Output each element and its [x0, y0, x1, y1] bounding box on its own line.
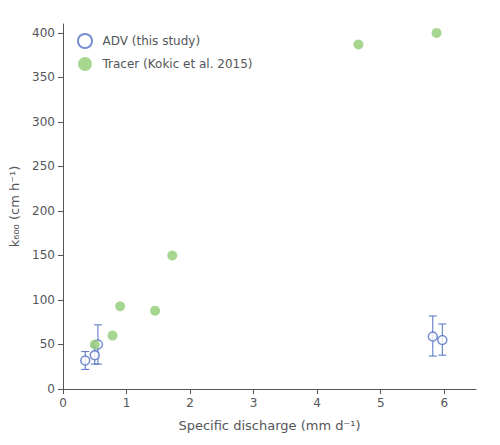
- svg-text:150: 150: [32, 248, 55, 262]
- svg-text:200: 200: [32, 204, 55, 218]
- svg-text:250: 250: [32, 159, 55, 173]
- svg-text:2: 2: [186, 396, 194, 410]
- svg-text:0: 0: [59, 396, 67, 410]
- svg-text:350: 350: [32, 70, 55, 84]
- svg-text:5: 5: [377, 396, 385, 410]
- svg-text:k₆₀₀ (cm h⁻¹): k₆₀₀ (cm h⁻¹): [7, 166, 22, 248]
- svg-text:0: 0: [47, 382, 55, 396]
- svg-text:100: 100: [32, 293, 55, 307]
- svg-text:1: 1: [123, 396, 131, 410]
- svg-text:ADV (this study): ADV (this study): [103, 34, 201, 48]
- svg-text:Tracer (Kokic et al. 2015): Tracer (Kokic et al. 2015): [102, 57, 253, 71]
- svg-text:400: 400: [32, 26, 55, 40]
- svg-text:4: 4: [313, 396, 321, 410]
- svg-text:300: 300: [32, 115, 55, 129]
- svg-text:3: 3: [250, 396, 258, 410]
- svg-text:6: 6: [440, 396, 448, 410]
- svg-text:50: 50: [40, 337, 55, 351]
- svg-text:Specific discharge (mm d⁻¹): Specific discharge (mm d⁻¹): [178, 418, 360, 433]
